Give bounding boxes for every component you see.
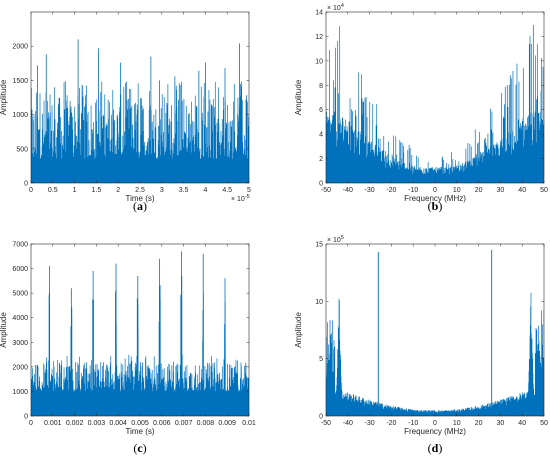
- x-axis-label: Frequency (MHz): [404, 194, 466, 203]
- xtick-label: 10: [453, 420, 461, 427]
- x-axis-label: Time (s): [125, 427, 154, 436]
- xtick-label: 0.009: [218, 420, 236, 427]
- x-multiplier: × 10-5: [231, 194, 250, 203]
- ytick-label: 0: [319, 181, 323, 188]
- xtick-label: 30: [497, 420, 505, 427]
- xtick-label: 0.003: [88, 420, 106, 427]
- ytick-label: 0: [24, 414, 28, 421]
- ytick-label: 0: [24, 181, 28, 188]
- ytick-label: 2000: [12, 364, 28, 371]
- panel-a: 0 0.5 1 1.5 2 2.5 3 3.5 4 4.5 5 0 500 1000 1500 2000 Tim…: [0, 11, 251, 213]
- ytick-label: 7000: [12, 242, 28, 249]
- ytick-label: 5: [319, 356, 323, 363]
- panel-caption-d: (d): [428, 441, 443, 455]
- xtick-label: -40: [343, 420, 353, 427]
- trace-b: [326, 25, 544, 183]
- xtick-label: 20: [475, 187, 483, 194]
- xtick-label: -50: [321, 187, 331, 194]
- y-axis-label: Amplitude: [0, 312, 8, 348]
- ytick-label: 10: [315, 299, 323, 306]
- ytick-label: 15: [315, 242, 323, 249]
- xtick-label: 0: [29, 420, 33, 427]
- ytick-label: 14: [315, 10, 323, 17]
- series-d: [326, 249, 544, 416]
- xtick-label: 0: [29, 187, 33, 194]
- y-multiplier: × 105: [327, 235, 344, 244]
- trace-c: [31, 276, 249, 416]
- panel-c: 0 0.001 0.002 0.003 0.004 0.005 0.006 0.007 0.00…: [0, 242, 256, 456]
- xtick-label: 40: [518, 187, 526, 194]
- ytick-label: 2: [319, 156, 323, 163]
- xtick-label: 2: [116, 187, 120, 194]
- xtick-label: 4.5: [222, 187, 232, 194]
- xtick-label: 3: [160, 187, 164, 194]
- xtick-label: 2.5: [135, 187, 145, 194]
- xtick-label: 3.5: [179, 187, 189, 194]
- panel-d: -50 -40 -30 -20 -10 0 10 20 30 40 50 0 5 10 15 Frequenc…: [294, 235, 548, 455]
- xtick-label: 0.002: [66, 420, 84, 427]
- xtick-label: -20: [386, 187, 396, 194]
- y-axis-label: Amplitude: [294, 312, 303, 348]
- x-axis-label: Frequency (MHz): [404, 427, 466, 436]
- series-c: [31, 251, 249, 416]
- xtick-label: 10: [453, 187, 461, 194]
- xtick-label: 5: [247, 187, 251, 194]
- trace-a: [31, 81, 249, 183]
- trace-d: [326, 292, 544, 416]
- ytick-label: 6000: [12, 266, 28, 273]
- panel-caption-c: (c): [133, 441, 146, 455]
- ytick-label: 1000: [12, 112, 28, 119]
- panel-caption-b: (b): [428, 199, 443, 213]
- xtick-label: 0.5: [48, 187, 58, 194]
- ytick-label: 5000: [12, 291, 28, 298]
- xtick-label: -20: [386, 420, 396, 427]
- xtick-label: 1.5: [92, 187, 102, 194]
- ytick-label: 6: [319, 107, 323, 114]
- xtick-label: 50: [540, 187, 548, 194]
- y-multiplier: × 104: [327, 3, 344, 12]
- xtick-label: 0.001: [44, 420, 62, 427]
- xtick-label: 0.008: [197, 420, 215, 427]
- panel-caption-a: (a): [133, 199, 147, 213]
- xtick-label: -50: [321, 420, 331, 427]
- xtick-label: -30: [365, 420, 375, 427]
- xtick-label: -10: [408, 420, 418, 427]
- x-axis-label: Time (s): [125, 194, 154, 203]
- xtick-label: 0.005: [131, 420, 149, 427]
- ytick-label: 2000: [12, 44, 28, 51]
- xtick-label: 1: [73, 187, 77, 194]
- xtick-label: -30: [365, 187, 375, 194]
- ytick-label: 10: [315, 58, 323, 65]
- ytick-label: 4: [319, 132, 323, 139]
- xtick-label: 20: [475, 420, 483, 427]
- ytick-label: 500: [16, 146, 28, 153]
- xtick-label: 0: [433, 420, 437, 427]
- ytick-label: 0: [319, 414, 323, 421]
- xtick-label: -40: [343, 187, 353, 194]
- xtick-label: 40: [518, 420, 526, 427]
- ytick-label: 1500: [12, 78, 28, 85]
- xtick-label: 4: [203, 187, 207, 194]
- xtick-label: -10: [408, 187, 418, 194]
- ytick-label: 12: [315, 34, 323, 41]
- series-b: [326, 25, 544, 183]
- ytick-label: 4000: [12, 315, 28, 322]
- xtick-label: 50: [540, 420, 548, 427]
- ytick-label: 1000: [12, 389, 28, 396]
- xtick-label: 0.01: [242, 420, 256, 427]
- xtick-label: 30: [497, 187, 505, 194]
- panel-b: -50 -40 -30 -20 -10 0 10 20 30 40 50 0 2 4 6 8 10 12 14 Fre…: [294, 3, 548, 213]
- ytick-label: 8: [319, 83, 323, 90]
- xtick-label: 0.006: [153, 420, 171, 427]
- xtick-label: 0.004: [109, 420, 127, 427]
- xtick-label: 0.007: [175, 420, 193, 427]
- ytick-label: 3000: [12, 340, 28, 347]
- y-axis-label: Amplitude: [294, 79, 303, 115]
- axes-box-d: [325, 243, 545, 417]
- xtick-label: 0: [433, 187, 437, 194]
- series-a: [31, 39, 249, 183]
- y-axis-label: Amplitude: [0, 79, 8, 115]
